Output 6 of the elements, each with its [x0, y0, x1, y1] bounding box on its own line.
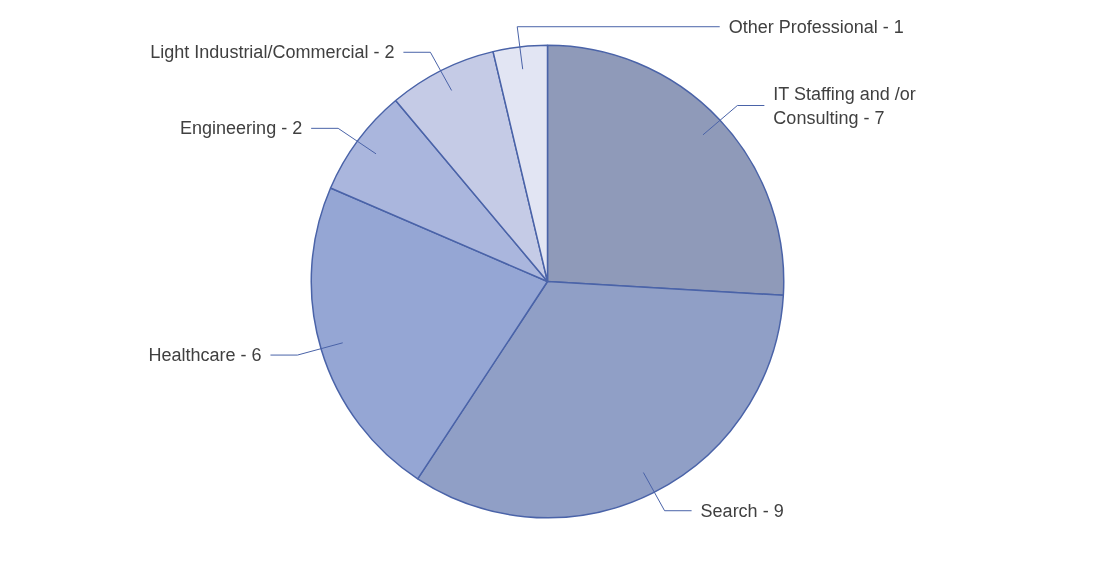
- slice-label: Healthcare - 6: [148, 345, 262, 366]
- slice-label: IT Staffing and /or Consulting - 7: [773, 83, 916, 128]
- slice-label: Search - 9: [700, 500, 784, 521]
- slice-label: Engineering - 2: [180, 118, 303, 139]
- slice-label: Other Professional - 1: [728, 16, 904, 37]
- slice-label: Light Industrial/Commercial - 2: [150, 42, 395, 63]
